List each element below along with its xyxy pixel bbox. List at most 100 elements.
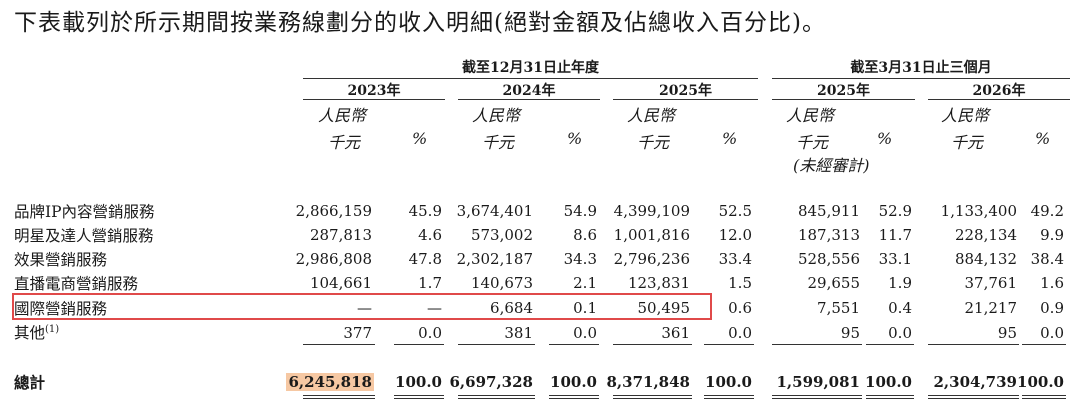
table-cell: 287,813 <box>309 226 372 244</box>
total-double-rule <box>613 395 692 399</box>
table-cell: 49.2 <box>1030 202 1064 220</box>
total-double-rule <box>866 395 914 399</box>
row-label: 明星及達人營銷服務 <box>14 227 154 245</box>
footnote-marker: (1) <box>45 323 60 335</box>
pct-header-2023: % <box>412 129 428 148</box>
total-cell: 100.0 <box>705 373 752 391</box>
table-cell: 1,001,816 <box>613 226 690 244</box>
subtotal-rule <box>613 344 692 346</box>
total-double-rule <box>1022 395 1066 399</box>
row-label: 直播電商營銷服務 <box>14 275 139 293</box>
table-cell: 1.7 <box>418 274 442 292</box>
subtotal-rule <box>1022 344 1066 346</box>
table-cell: 4,399,109 <box>613 202 690 220</box>
total-cell: 8,371,848 <box>606 373 690 391</box>
intro-sentence: 下表載列於所示期間按業務線劃分的收入明細(絕對金額及佔總收入百分比)。 <box>14 10 826 36</box>
table-cell: 6,684 <box>490 299 533 317</box>
total-cell: 100.0 <box>865 373 912 391</box>
table-cell: 7,551 <box>817 299 860 317</box>
year-rule-2026-q1 <box>928 99 1070 101</box>
group-rule-year-end <box>303 78 758 80</box>
table-cell: 381 <box>504 324 533 342</box>
year-header-2023: 2023年 <box>347 83 401 99</box>
table-cell: 573,002 <box>470 226 533 244</box>
table-cell: 0.0 <box>573 324 597 342</box>
row-label: 品牌IP內容營銷服務 <box>14 203 155 221</box>
pct-header-2025: % <box>722 129 738 148</box>
table-cell: 361 <box>661 324 690 342</box>
table-cell: 1.6 <box>1040 274 1064 292</box>
table-cell: 2,302,187 <box>456 250 533 268</box>
year-rule-2025-q1 <box>772 99 915 101</box>
total-cell: 100.0 <box>395 373 442 391</box>
table-cell: 0.0 <box>728 324 752 342</box>
total-highlight: 6,245,818 <box>286 373 374 391</box>
table-cell: 0.0 <box>888 324 912 342</box>
subtotal-rule <box>394 344 444 346</box>
table-cell: 0.6 <box>728 299 752 317</box>
total-double-rule <box>303 395 375 399</box>
year-header-2025-q1: 2025年 <box>817 83 870 99</box>
subtotal-rule <box>303 344 375 346</box>
table-cell: 4.6 <box>418 226 442 244</box>
total-cell: 6,697,328 <box>449 373 533 391</box>
pct-header-2026-q1: % <box>1035 129 1051 148</box>
total-cell: 6,245,818 <box>286 373 374 391</box>
table-cell: 528,556 <box>797 250 860 268</box>
total-cell: 100.0 <box>550 373 597 391</box>
unit-currency-2026-q1: 人民幣 <box>941 106 990 125</box>
table-cell: 140,673 <box>470 274 533 292</box>
table-cell: 3,674,401 <box>456 202 533 220</box>
highlight-box <box>12 293 712 320</box>
total-double-rule <box>928 395 1019 399</box>
unit-thousand-2024: 千元 <box>482 133 515 152</box>
total-double-rule <box>549 395 599 399</box>
table-cell: 33.1 <box>878 250 912 268</box>
total-double-rule <box>772 395 862 399</box>
table-cell: 845,911 <box>797 202 860 220</box>
pct-header-2024: % <box>567 129 583 148</box>
table-cell: 2,986,808 <box>295 250 372 268</box>
total-double-rule <box>704 395 754 399</box>
table-cell: 47.8 <box>408 250 442 268</box>
group-rule-three-months <box>772 78 1070 80</box>
table-cell: 95 <box>840 324 860 342</box>
group-header-year-end: 截至12月31日止年度 <box>462 60 599 76</box>
year-rule-2023 <box>303 99 445 101</box>
subtotal-rule <box>549 344 599 346</box>
subtotal-rule <box>772 344 862 346</box>
table-cell: 0.1 <box>573 299 597 317</box>
table-cell: 12.0 <box>718 226 752 244</box>
unit-thousand-2026-q1: 千元 <box>951 133 984 152</box>
year-header-2026-q1: 2026年 <box>972 83 1026 99</box>
unit-currency-2023: 人民幣 <box>318 106 367 125</box>
table-cell: 11.7 <box>878 226 912 244</box>
unit-currency-2024: 人民幣 <box>472 106 521 125</box>
table-cell: 2.1 <box>573 274 597 292</box>
subtotal-rule <box>928 344 1019 346</box>
unit-thousand-2025: 千元 <box>637 133 670 152</box>
table-cell: 2,866,159 <box>295 202 372 220</box>
year-header-2025: 2025年 <box>659 83 712 99</box>
table-cell: 0.9 <box>1040 299 1064 317</box>
row-label: 效果營銷服務 <box>14 251 108 269</box>
table-cell: 50,495 <box>637 299 691 317</box>
row-label: 其他(1) <box>14 321 59 343</box>
total-cell: 100.0 <box>1017 373 1064 391</box>
total-cell: 1,599,081 <box>776 373 860 391</box>
table-cell: 123,831 <box>627 274 690 292</box>
table-cell: 1.5 <box>728 274 752 292</box>
row-label: 國際營銷服務 <box>14 300 108 318</box>
pct-header-2025-q1: % <box>877 129 893 148</box>
unit-currency-2025-q1: 人民幣 <box>786 106 835 125</box>
year-rule-2024 <box>458 99 600 101</box>
table-cell: 52.5 <box>718 202 752 220</box>
year-header-2024: 2024年 <box>502 83 556 99</box>
table-cell: — <box>357 299 372 317</box>
table-cell: 29,655 <box>807 274 861 292</box>
unit-thousand-2025-q1: 千元 <box>796 133 829 152</box>
table-cell: — <box>427 299 442 317</box>
row-label-text: 其他 <box>14 324 46 342</box>
table-cell: 228,134 <box>954 226 1017 244</box>
table-cell: 104,661 <box>309 274 372 292</box>
